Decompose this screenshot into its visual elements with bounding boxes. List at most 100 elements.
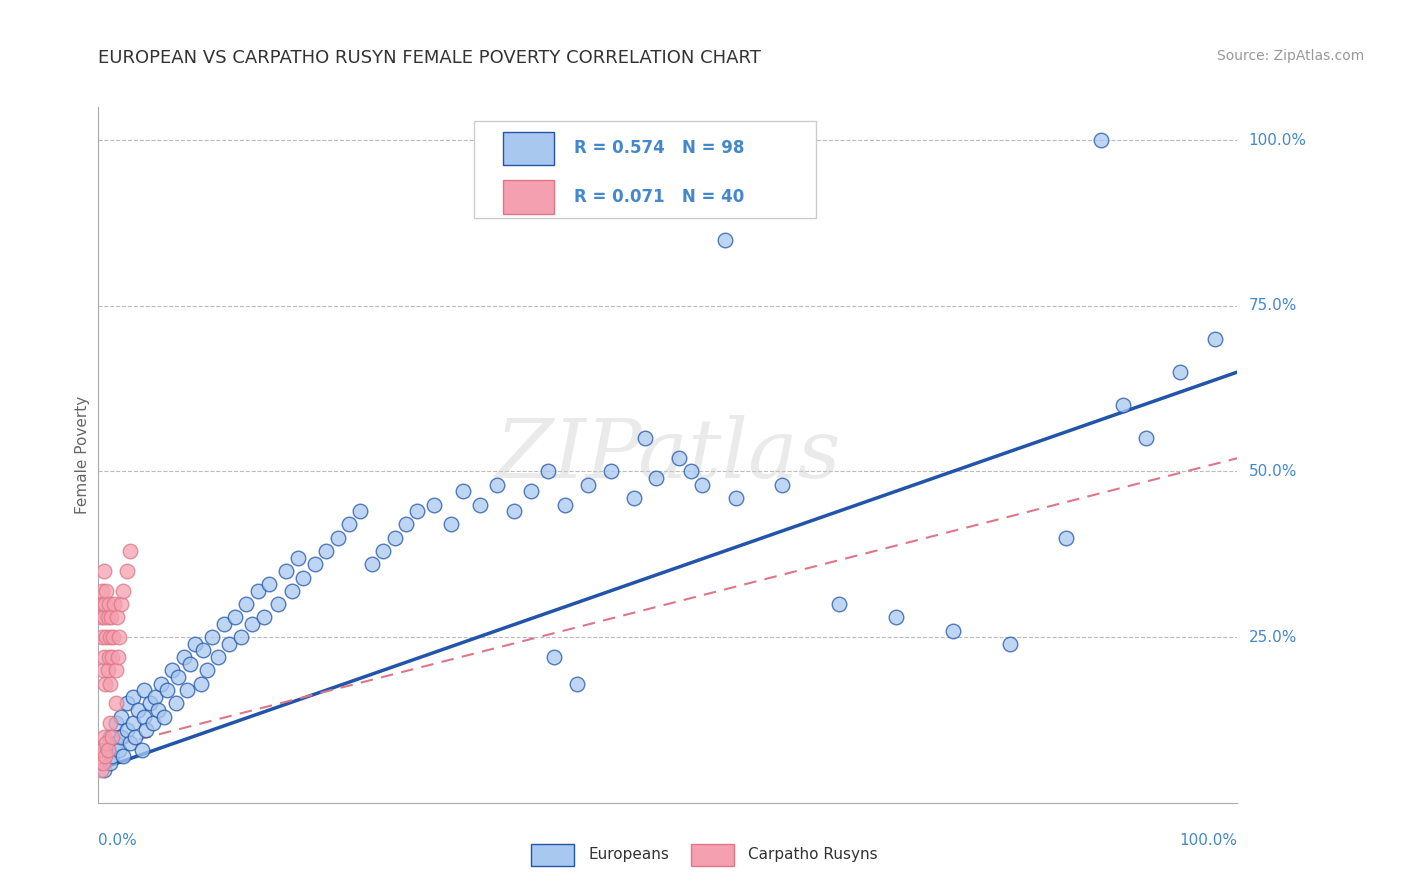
Point bbox=[91, 756, 114, 770]
Point bbox=[94, 749, 117, 764]
Point bbox=[96, 743, 118, 757]
Point bbox=[287, 550, 309, 565]
Point bbox=[486, 477, 509, 491]
Text: 75.0%: 75.0% bbox=[1249, 298, 1296, 313]
Point bbox=[93, 610, 115, 624]
Point bbox=[998, 637, 1021, 651]
Bar bbox=[690, 844, 734, 866]
Point bbox=[96, 743, 118, 757]
Point bbox=[96, 663, 118, 677]
Point bbox=[156, 683, 179, 698]
Point bbox=[218, 637, 240, 651]
Point bbox=[115, 697, 138, 711]
Point bbox=[184, 637, 207, 651]
Point bbox=[150, 676, 173, 690]
Point bbox=[98, 756, 121, 770]
Point bbox=[235, 597, 257, 611]
Point bbox=[229, 630, 252, 644]
Point bbox=[1112, 398, 1135, 412]
Point bbox=[96, 630, 118, 644]
Point bbox=[101, 650, 124, 665]
Point bbox=[127, 703, 149, 717]
Point bbox=[326, 531, 349, 545]
Text: 50.0%: 50.0% bbox=[1249, 464, 1296, 479]
Point bbox=[90, 583, 112, 598]
Point bbox=[371, 544, 394, 558]
Point bbox=[112, 749, 135, 764]
Point bbox=[153, 709, 176, 723]
Point bbox=[714, 233, 737, 247]
Point bbox=[828, 597, 851, 611]
Point bbox=[108, 630, 131, 644]
Point bbox=[135, 723, 157, 737]
Point bbox=[246, 583, 269, 598]
Point bbox=[104, 663, 127, 677]
Y-axis label: Female Poverty: Female Poverty bbox=[75, 396, 90, 514]
Point bbox=[96, 736, 118, 750]
Point bbox=[142, 716, 165, 731]
Point bbox=[97, 650, 120, 665]
Point bbox=[101, 749, 124, 764]
Point bbox=[120, 544, 142, 558]
Point bbox=[121, 716, 143, 731]
Point bbox=[770, 477, 793, 491]
Point bbox=[96, 583, 118, 598]
Point bbox=[124, 730, 146, 744]
Point bbox=[108, 743, 131, 757]
Point bbox=[1090, 133, 1112, 147]
Point bbox=[146, 703, 169, 717]
Text: 100.0%: 100.0% bbox=[1180, 833, 1237, 848]
Point bbox=[554, 498, 576, 512]
Point bbox=[94, 597, 117, 611]
Point bbox=[145, 690, 167, 704]
Point bbox=[94, 676, 117, 690]
Text: R = 0.574   N = 98: R = 0.574 N = 98 bbox=[575, 139, 745, 157]
Point bbox=[657, 199, 679, 213]
Point bbox=[96, 610, 118, 624]
Point bbox=[105, 610, 128, 624]
Point bbox=[337, 517, 360, 532]
Point bbox=[406, 504, 429, 518]
Point bbox=[100, 610, 122, 624]
Point bbox=[138, 697, 160, 711]
Point bbox=[520, 484, 543, 499]
Point bbox=[98, 716, 121, 731]
Point bbox=[252, 610, 274, 624]
Point bbox=[112, 583, 135, 598]
Bar bbox=[503, 131, 554, 165]
Point bbox=[468, 498, 491, 512]
Point bbox=[292, 570, 315, 584]
Text: ZIPatlas: ZIPatlas bbox=[495, 415, 841, 495]
Point bbox=[725, 491, 748, 505]
Text: EUROPEAN VS CARPATHO RUSYN FEMALE POVERTY CORRELATION CHART: EUROPEAN VS CARPATHO RUSYN FEMALE POVERT… bbox=[98, 49, 761, 67]
Text: Carpatho Rusyns: Carpatho Rusyns bbox=[748, 847, 877, 863]
Point bbox=[97, 597, 120, 611]
Point bbox=[224, 610, 246, 624]
Point bbox=[537, 465, 560, 479]
Point bbox=[91, 597, 114, 611]
FancyBboxPatch shape bbox=[474, 121, 815, 219]
Point bbox=[384, 531, 406, 545]
Point bbox=[423, 498, 446, 512]
Point bbox=[600, 465, 623, 479]
Point bbox=[98, 630, 121, 644]
Point bbox=[240, 616, 263, 631]
Bar bbox=[531, 844, 575, 866]
Point bbox=[349, 504, 371, 518]
Point bbox=[90, 610, 112, 624]
Point bbox=[90, 763, 112, 777]
Point bbox=[110, 709, 132, 723]
Point bbox=[173, 650, 195, 665]
Point bbox=[120, 736, 142, 750]
Point bbox=[90, 743, 112, 757]
Point bbox=[104, 736, 127, 750]
Point bbox=[132, 709, 155, 723]
Point bbox=[132, 683, 155, 698]
Point bbox=[645, 471, 668, 485]
Point bbox=[1135, 431, 1157, 445]
Point bbox=[179, 657, 201, 671]
Point bbox=[634, 431, 657, 445]
Point bbox=[104, 697, 127, 711]
Point bbox=[93, 730, 115, 744]
Text: Europeans: Europeans bbox=[588, 847, 669, 863]
